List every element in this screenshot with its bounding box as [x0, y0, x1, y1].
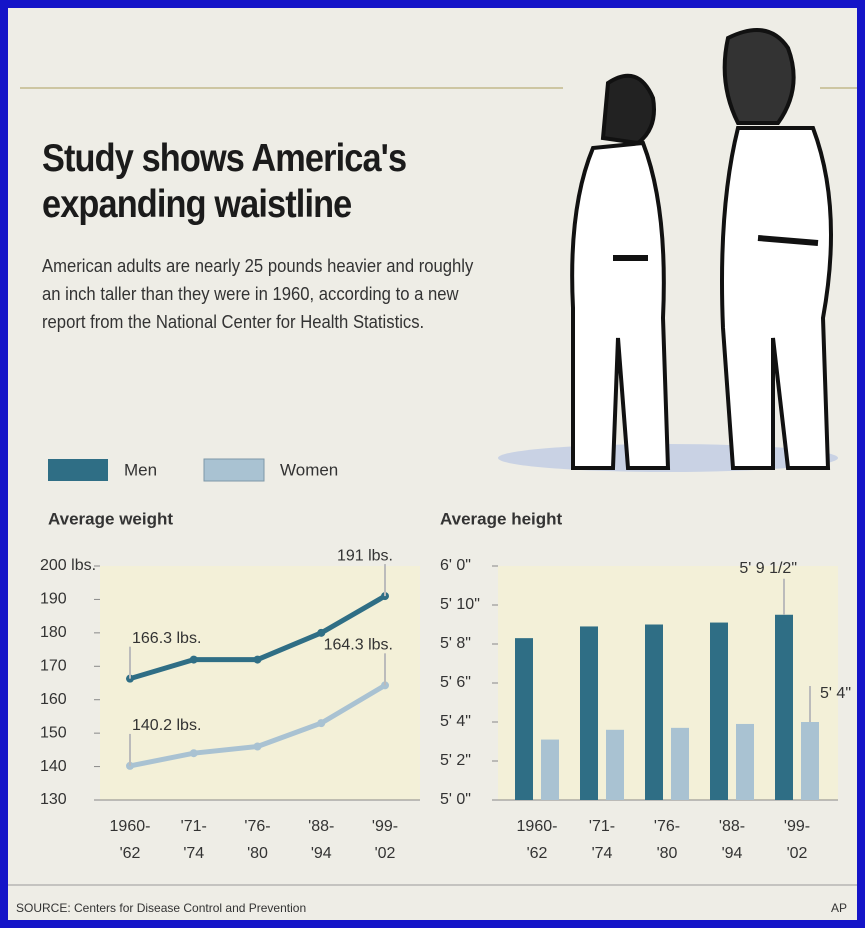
description: American adults are nearly 25 pounds hea…: [42, 255, 474, 332]
legend-swatch: [48, 459, 108, 481]
bar: [801, 722, 819, 800]
bar: [580, 626, 598, 800]
y-tick-label: 5' 10": [440, 596, 480, 613]
x-tick-label: '88-'94: [308, 818, 335, 862]
bar: [775, 614, 793, 800]
y-tick-label: 190: [40, 591, 67, 608]
x-tick-label: 1960-'62: [109, 818, 151, 862]
x-tick-label: '99-'02: [783, 818, 811, 862]
headline: Study shows America's expanding waistlin…: [42, 137, 407, 226]
x-tick-label: '76-'80: [653, 818, 681, 862]
y-tick-label: 180: [40, 624, 67, 641]
y-tick-label: 150: [40, 724, 67, 741]
legend-swatch: [203, 458, 265, 482]
y-tick-label: 170: [40, 658, 67, 675]
value-label: 166.3 lbs.: [132, 630, 201, 647]
y-tick-label: 140: [40, 758, 67, 775]
bar: [736, 723, 754, 800]
point: [189, 749, 198, 758]
point: [317, 719, 326, 728]
y-tick-label: 130: [40, 791, 67, 808]
point: [253, 742, 262, 751]
bar: [645, 624, 663, 800]
y-tick-label: 5' 8": [440, 635, 471, 652]
source: SOURCE: Centers for Disease Control and …: [16, 901, 307, 915]
chart-title: Average height: [440, 509, 563, 528]
y-tick-label: 6' 0": [440, 557, 471, 574]
value-label: 164.3 lbs.: [324, 637, 393, 654]
y-tick-label: 5' 0": [440, 791, 471, 808]
bar: [515, 638, 533, 800]
bar: [671, 727, 689, 800]
point: [253, 655, 262, 664]
x-tick-label: '99-'02: [371, 818, 399, 862]
x-tick-label: '71-'74: [180, 818, 207, 862]
bar: [606, 729, 624, 800]
value-label: 191 lbs.: [337, 547, 393, 564]
legend-label: Women: [280, 460, 338, 479]
x-tick-label: '71-'74: [588, 818, 616, 862]
bar: [541, 739, 559, 800]
infographic: Men Women Average weight Average height …: [8, 8, 857, 920]
chart-canvas: Men Women Average weight Average height …: [8, 28, 857, 886]
value-label: 5' 4": [820, 685, 851, 702]
point: [189, 655, 198, 664]
value-label: 5' 9 1/2": [739, 560, 797, 577]
bar: [710, 622, 728, 800]
value-label: 140.2 lbs.: [132, 717, 201, 734]
x-tick-label: 1960-'62: [516, 818, 558, 862]
legend-label: Men: [124, 460, 157, 479]
y-tick-label: 160: [40, 691, 67, 708]
chart-title: Average weight: [48, 509, 173, 528]
y-tick-label: 5' 6": [440, 674, 471, 691]
point: [317, 628, 326, 637]
x-tick-label: '88-'94: [718, 818, 746, 862]
credit: AP: [830, 901, 847, 915]
x-tick-label: '76-'80: [244, 818, 271, 862]
y-tick-label: 5' 2": [440, 752, 471, 769]
y-tick-label: 5' 4": [440, 713, 471, 730]
y-tick-label: 200 lbs.: [40, 557, 96, 574]
illustration: [498, 28, 838, 472]
